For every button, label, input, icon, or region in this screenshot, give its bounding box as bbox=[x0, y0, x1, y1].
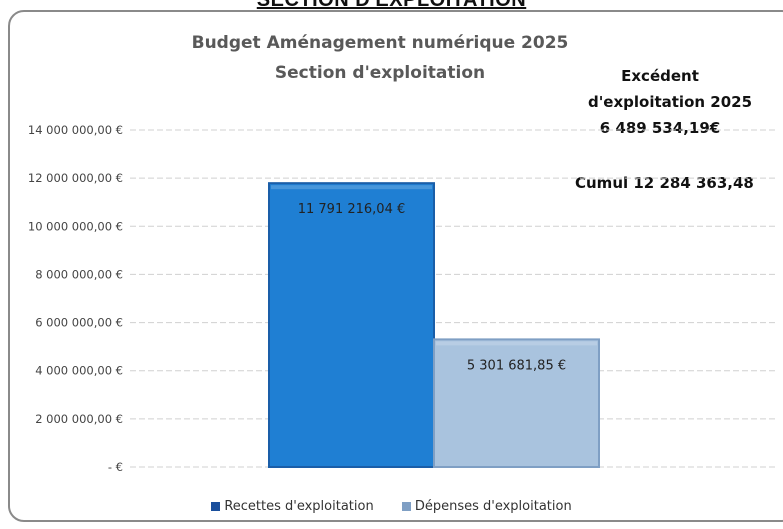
section-heading-text: SECTION D'EXPLOITATION bbox=[256, 0, 527, 11]
bar-highlight-0 bbox=[271, 185, 432, 190]
bar-highlight-1 bbox=[436, 341, 597, 346]
legend-item-depenses: Dépenses d'exploitation bbox=[401, 499, 572, 514]
data-label-recettes: 11 791 216,04 € bbox=[298, 202, 406, 217]
chart-title: Budget Aménagement numérique 2025 bbox=[191, 33, 569, 53]
bar-recettes bbox=[268, 182, 435, 468]
bar-depenses bbox=[433, 338, 600, 469]
legend-label-recettes: Recettes d'exploitation bbox=[224, 499, 374, 514]
chart-subtitle: Section d'exploitation bbox=[274, 63, 486, 83]
excedent-label-1: Excédent bbox=[621, 67, 699, 85]
y-tick-label-7: 14 000 000,00 € bbox=[28, 123, 123, 137]
section-heading: SECTION D'EXPLOITATION bbox=[0, 0, 783, 12]
y-tick-label-2: 4 000 000,00 € bbox=[35, 364, 123, 378]
legend-swatch-depenses bbox=[401, 502, 411, 511]
y-tick-label-5: 10 000 000,00 € bbox=[28, 219, 123, 233]
data-label-depenses: 5 301 681,85 € bbox=[467, 358, 566, 373]
y-tick-label-3: 6 000 000,00 € bbox=[35, 316, 123, 330]
excedent-value: 6 489 534,19€ bbox=[599, 119, 721, 137]
legend-swatch-recettes bbox=[211, 502, 221, 511]
y-tick-label-6: 12 000 000,00 € bbox=[28, 171, 123, 185]
legend-item-recettes: Recettes d'exploitation bbox=[211, 499, 374, 514]
y-tick-label-0: - € bbox=[108, 460, 123, 474]
y-tick-label-1: 2 000 000,00 € bbox=[35, 412, 123, 426]
legend-label-depenses: Dépenses d'exploitation bbox=[414, 499, 572, 514]
y-tick-label-4: 8 000 000,00 € bbox=[35, 267, 123, 281]
chart-legend: Recettes d'exploitation Dépenses d'explo… bbox=[0, 499, 783, 514]
excedent-label-2: d'exploitation 2025 bbox=[587, 93, 753, 111]
